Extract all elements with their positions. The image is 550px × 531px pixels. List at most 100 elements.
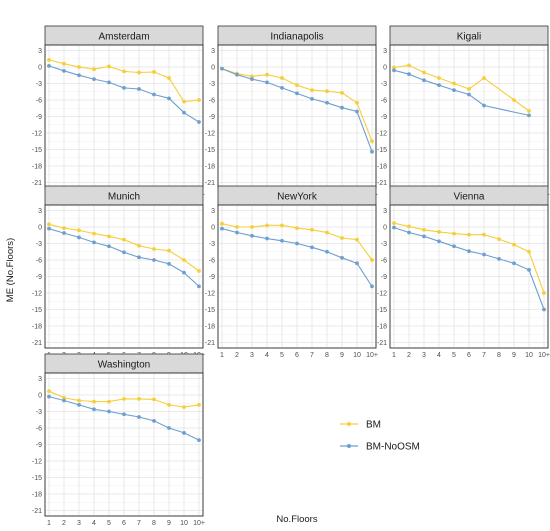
data-point	[325, 230, 329, 235]
data-point	[137, 415, 141, 419]
y-tick-label: 3	[38, 208, 42, 215]
panel-title: NewYork	[277, 192, 318, 203]
data-point	[107, 399, 111, 404]
data-point	[235, 72, 239, 77]
legend: BM BM-NoOSM	[340, 420, 420, 453]
y-tick-label: -15	[32, 307, 42, 314]
data-point	[92, 231, 96, 236]
y-tick-label: -12	[205, 131, 215, 138]
data-point	[340, 105, 344, 110]
data-point	[197, 98, 201, 102]
data-point	[250, 77, 254, 81]
legend-item-bm-noosm: BM-NoOSM	[340, 442, 420, 453]
x-tick-label: 5	[280, 352, 284, 359]
data-point	[220, 221, 224, 226]
data-point	[512, 242, 516, 247]
y-tick-label: -18	[32, 492, 42, 499]
data-point	[452, 81, 456, 86]
data-point	[542, 307, 546, 312]
data-point	[280, 86, 284, 90]
y-tick-label: -21	[205, 340, 215, 347]
data-point	[407, 230, 411, 235]
data-point	[167, 248, 171, 253]
data-point	[497, 257, 501, 261]
data-point	[280, 238, 284, 243]
data-point	[527, 113, 531, 118]
y-tick-label: 3	[38, 376, 42, 383]
series-bm	[47, 57, 201, 104]
x-tick-label: 7	[482, 352, 486, 359]
y-axis-title: ME (No.Floors)	[5, 238, 16, 302]
x-tick-label: 6	[295, 352, 299, 359]
data-point	[220, 226, 224, 231]
y-tick-label: -21	[32, 180, 42, 187]
panel-title: Amsterdam	[98, 32, 149, 43]
y-tick-label: -21	[32, 508, 42, 515]
series-bm	[47, 222, 201, 273]
x-tick-label: 2	[235, 352, 239, 359]
series-bm-noosm	[47, 64, 201, 124]
y-tick-label: -12	[377, 131, 387, 138]
x-tick-label: 10	[353, 352, 361, 359]
y-tick-label: -15	[32, 475, 42, 482]
series-bm-noosm	[47, 394, 201, 442]
data-point	[452, 88, 456, 92]
panel-amsterdam: Amsterdam30-3-6-9-12-15-18-2112345678910…	[32, 25, 205, 199]
y-tick-label: -6	[381, 258, 387, 265]
data-point	[370, 139, 374, 144]
legend-label: BM-NoOSM	[366, 442, 420, 453]
panel-newyork: NewYork 3 0 -3 -6 -9 -12 -15 -18 -21 1 2 3 4 5 6 7 8 9 10 10…	[205, 185, 378, 359]
x-tick-label: 8	[152, 520, 156, 527]
x-tick-label: 4	[265, 352, 269, 359]
x-tick-label: 7	[137, 520, 141, 527]
y-tick-label: -9	[209, 114, 215, 121]
y-tick-label: 3	[211, 48, 215, 55]
data-point	[47, 394, 51, 399]
data-point	[355, 261, 359, 266]
data-point	[77, 73, 81, 78]
series-bm-noosm	[220, 226, 374, 289]
x-tick-label: 6	[122, 520, 126, 527]
x-tick-label: 10+	[193, 520, 205, 527]
data-point	[527, 268, 531, 272]
panel-border	[44, 372, 204, 517]
data-point	[62, 68, 66, 73]
data-point	[437, 83, 441, 88]
data-point	[437, 76, 441, 80]
y-tick-label: 3	[211, 208, 215, 215]
data-point	[137, 70, 141, 75]
data-point	[527, 109, 531, 113]
data-point	[310, 97, 314, 101]
y-tick-label: -12	[377, 291, 387, 298]
data-point	[265, 80, 269, 85]
y-tick-label: 0	[211, 65, 215, 72]
x-tick-label: 10	[525, 352, 533, 359]
panel-title: Munich	[108, 192, 140, 203]
y-tick-label: -18	[377, 324, 387, 331]
data-point	[92, 399, 96, 404]
x-tick-label: 2	[62, 520, 66, 527]
series-bm-noosm	[47, 226, 201, 289]
series-bm	[47, 389, 201, 409]
data-point	[107, 80, 111, 85]
panel-title: Indianapolis	[270, 32, 323, 43]
x-tick-label: 5	[107, 520, 111, 527]
y-tick-label: -3	[209, 81, 215, 88]
data-point	[437, 239, 441, 244]
data-point	[197, 403, 201, 407]
data-point	[152, 92, 156, 97]
y-tick-label: -9	[36, 114, 42, 121]
data-point	[482, 232, 486, 237]
data-point	[62, 231, 66, 235]
data-point	[92, 67, 96, 72]
data-point	[310, 245, 314, 250]
data-point	[62, 398, 66, 403]
data-point	[77, 398, 81, 403]
y-tick-label: -18	[32, 164, 42, 171]
legend-marker	[347, 444, 351, 448]
y-tick-label: -9	[36, 274, 42, 281]
y-tick-label: -15	[32, 147, 42, 154]
x-axis-title: No.Floors	[276, 514, 317, 525]
data-point	[197, 284, 201, 289]
